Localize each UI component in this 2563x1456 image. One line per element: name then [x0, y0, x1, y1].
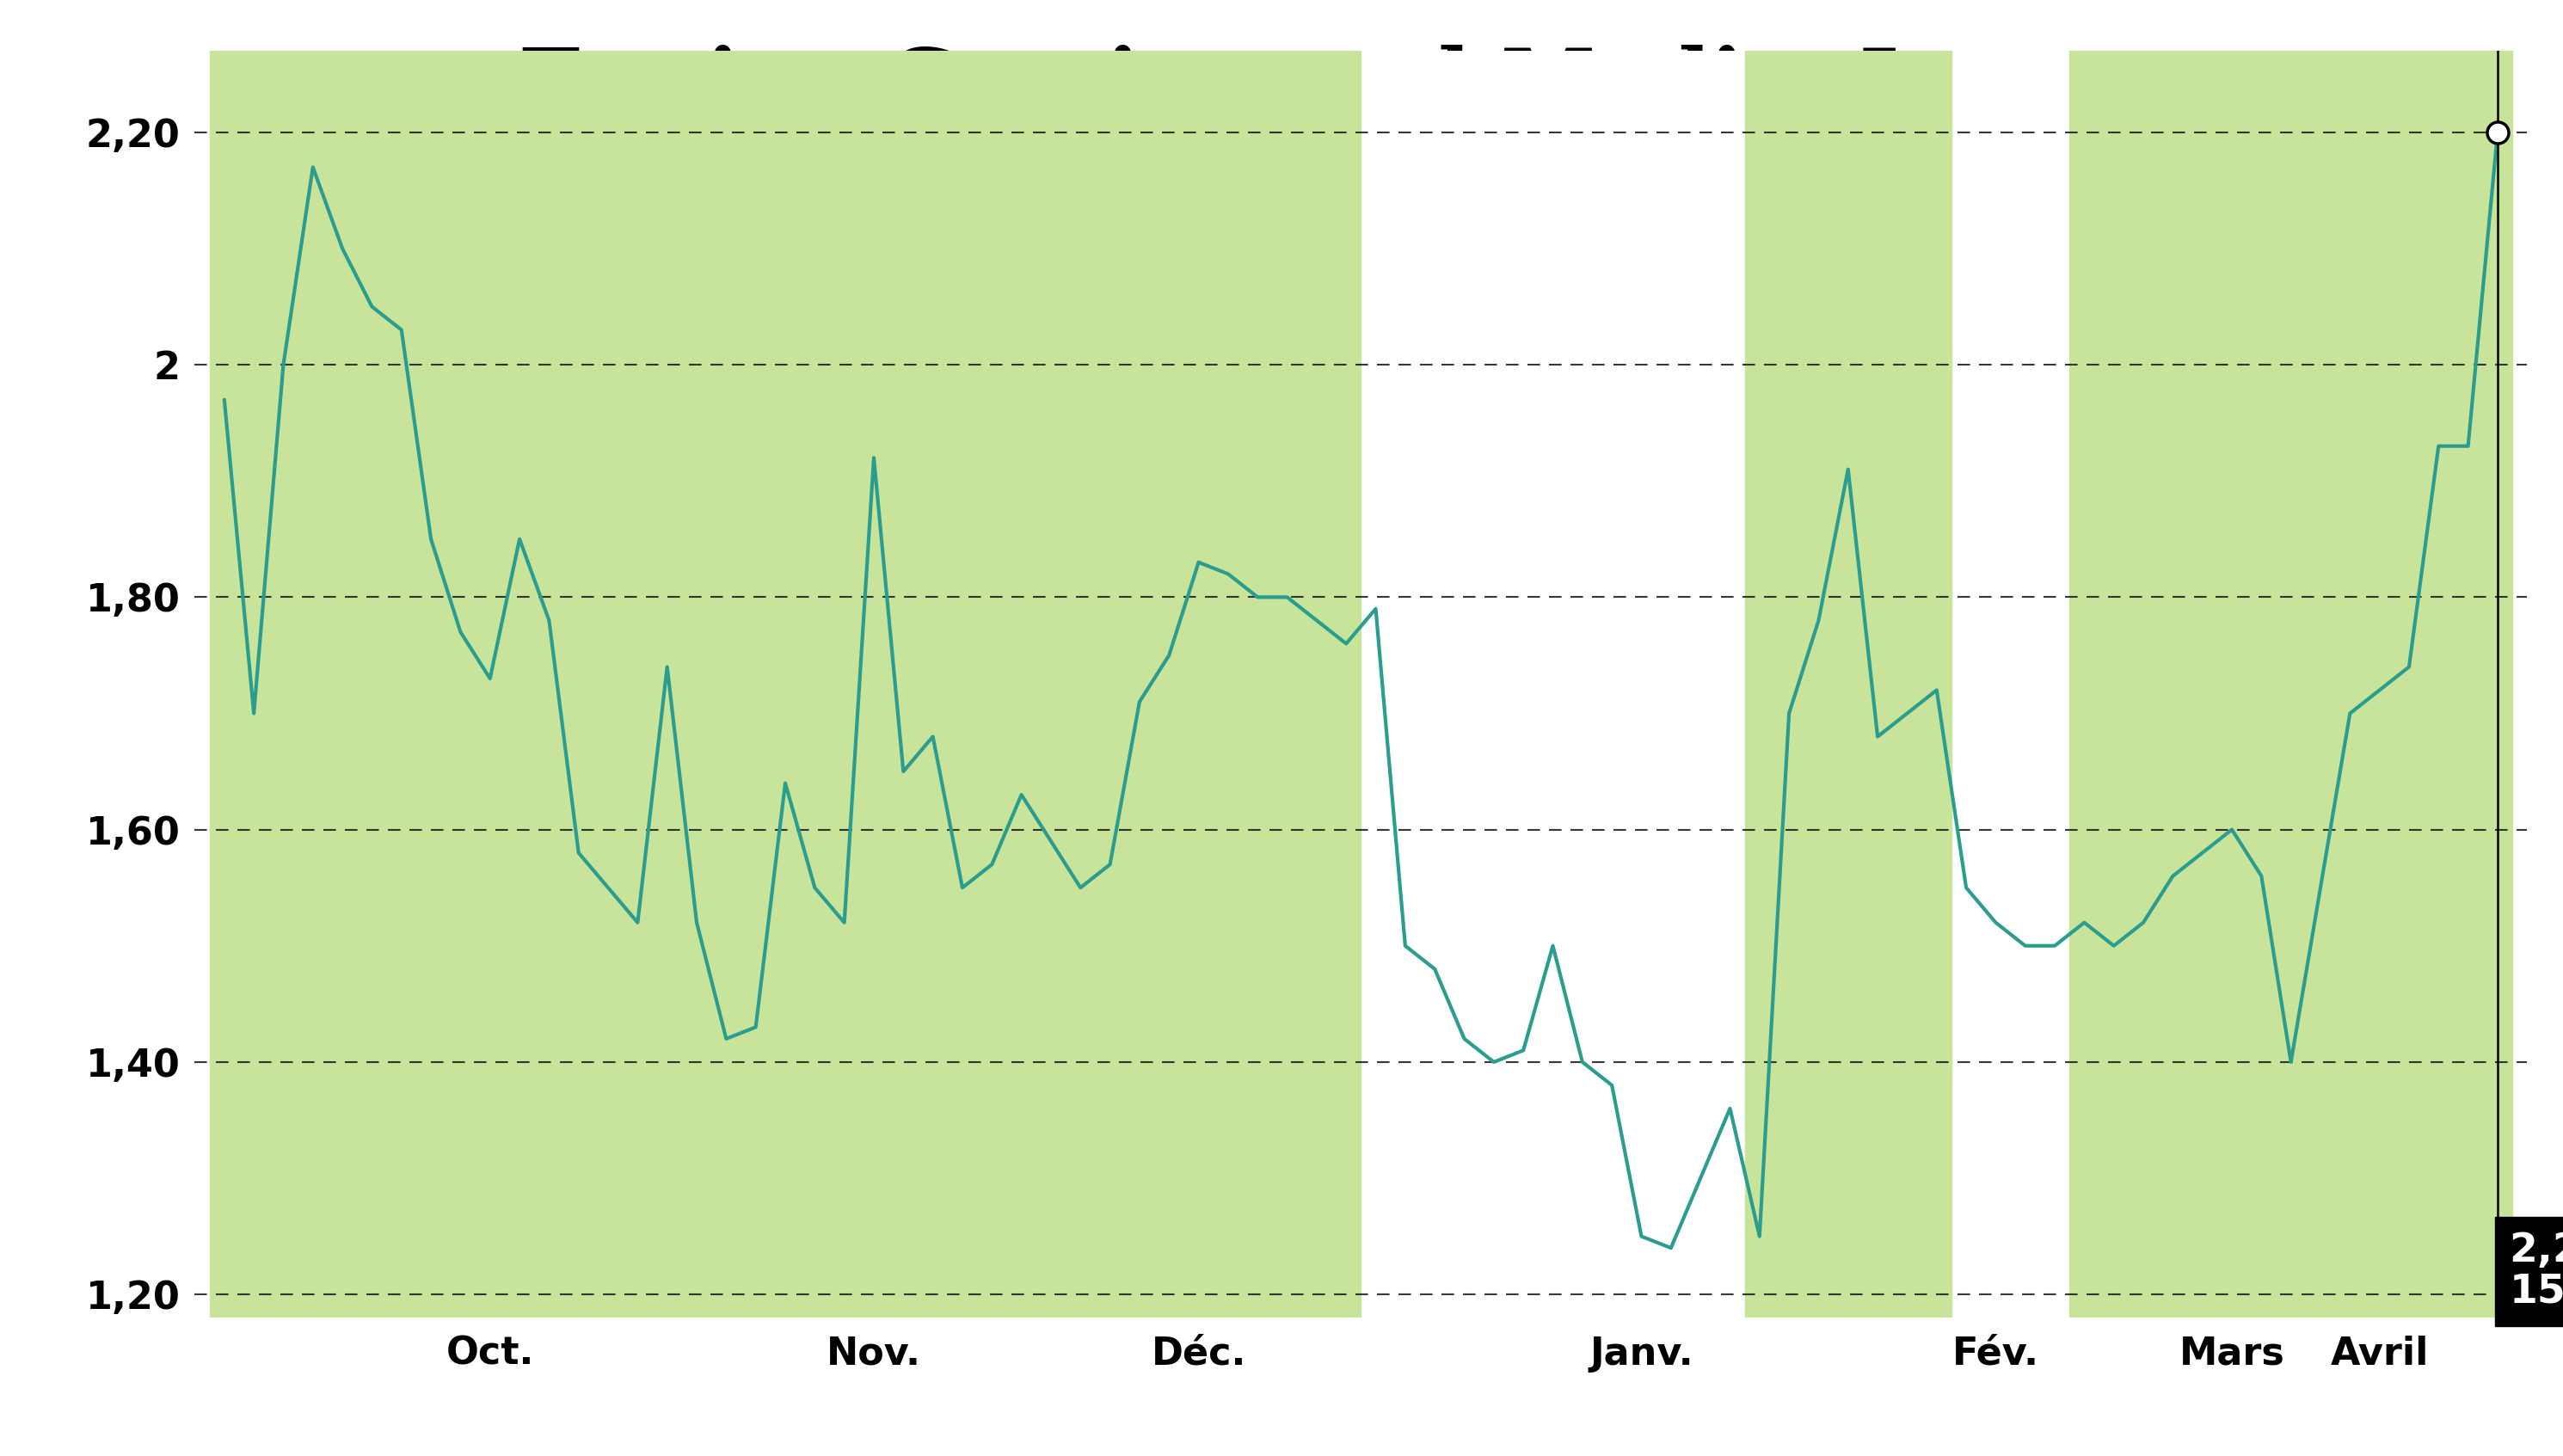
- Bar: [741, 51, 1361, 1318]
- Bar: [2068, 51, 2512, 1318]
- Bar: [1745, 51, 1950, 1318]
- Text: 2,20
15/04: 2,20 15/04: [2509, 1232, 2563, 1312]
- Text: Engine Gaming and Media, Inc.: Engine Gaming and Media, Inc.: [518, 45, 2045, 130]
- Bar: [210, 51, 741, 1318]
